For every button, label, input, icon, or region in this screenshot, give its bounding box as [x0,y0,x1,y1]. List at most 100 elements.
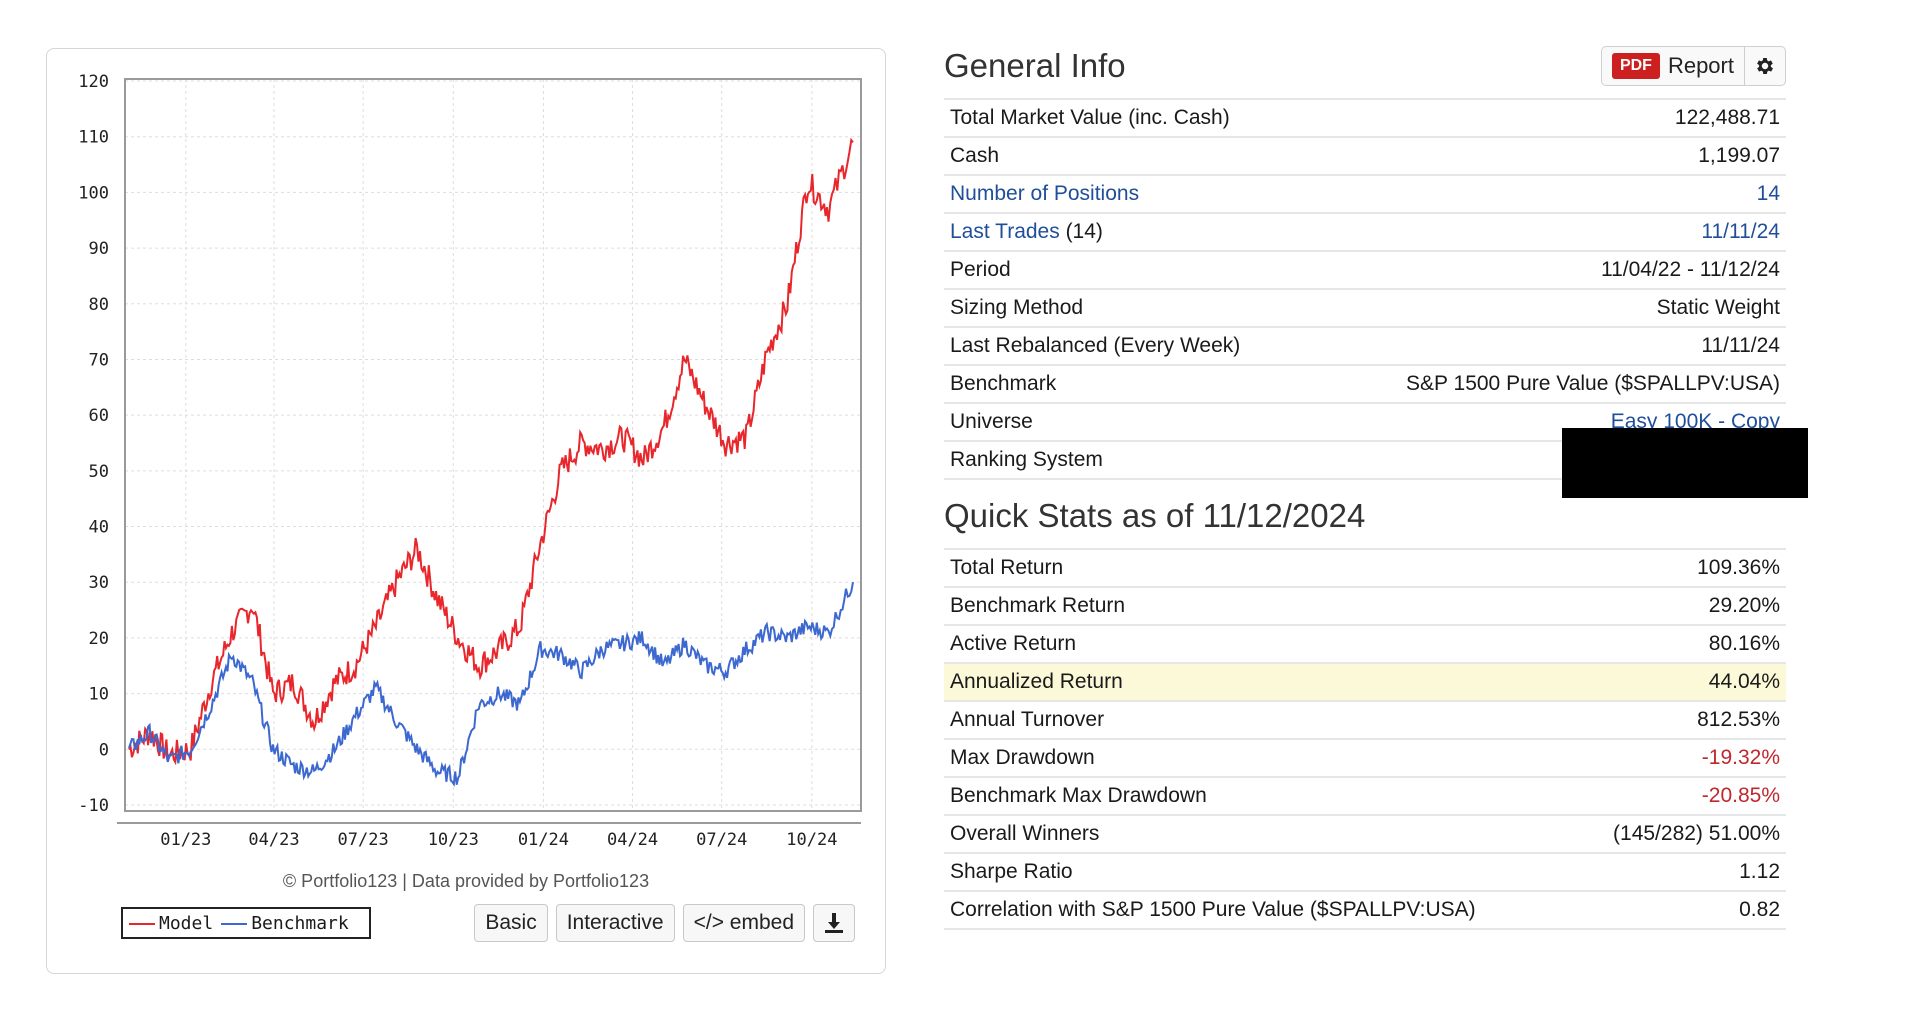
row-label: Sharpe Ratio [944,852,1576,891]
row-value: -20.85% [1575,776,1786,815]
y-tick-label: 10 [89,685,109,705]
table-row-highlighted: Annualized Return 44.04% [944,662,1786,701]
row-label: Last Rebalanced (Every Week) [944,326,1314,365]
row-value: Static Weight [1313,288,1786,327]
interactive-button[interactable]: Interactive [555,904,675,942]
quick-stats-title: Quick Stats as of 11/12/2024 [944,497,1366,534]
row-label: Ranking System [944,440,1314,480]
row-label: Active Return [944,624,1576,663]
legend-item-model[interactable]: Model [129,913,213,934]
embed-button[interactable]: </> embed [682,904,805,942]
y-tick-label: 70 [89,350,109,370]
table-row: Period 11/04/22 - 11/12/24 [944,250,1786,289]
table-row: Number of Positions 14 [944,174,1786,213]
chart-series [128,137,854,787]
info-panel: General Info PDF Report Total Market Val… [944,44,1786,930]
row-label: Total Market Value (inc. Cash) [944,98,1314,137]
x-tick-label: 01/24 [518,830,569,850]
number-of-positions-link[interactable]: Number of Positions [944,174,1314,213]
last-trades-date-link[interactable]: 11/11/24 [1313,212,1786,251]
settings-button[interactable] [1745,47,1785,85]
chart-legend: Model Benchmark [121,907,371,939]
table-row: Cash 1,199.07 [944,136,1786,175]
row-label: Total Return [944,548,1576,587]
basic-button[interactable]: Basic [474,904,548,942]
row-value: 44.04% [1575,662,1786,701]
row-label: Period [944,250,1314,289]
report-label: Report [1667,53,1734,78]
last-trades-link[interactable]: Last Trades [950,220,1060,243]
table-row: Overall Winners (145/282) 51.00% [944,814,1786,853]
x-tick-label: 07/24 [696,830,747,850]
performance-chart-card: 120 110 100 90 80 70 60 50 40 30 20 10 0 -10 01/23 04/2… [46,48,886,974]
quick-stats-table: Total Return 109.36% Benchmark Return 29.2… [944,548,1786,930]
row-label: Universe [944,402,1314,441]
y-tick-label: -10 [78,796,109,816]
table-row: Benchmark Max Drawdown -20.85% [944,776,1786,815]
y-tick-label: 20 [89,629,109,649]
table-row: Sharpe Ratio 1.12 [944,852,1786,891]
table-row: Last Trades (14) 11/11/24 [944,212,1786,251]
row-label: Benchmark Max Drawdown [944,776,1576,815]
y-tick-label: 90 [89,239,109,259]
table-row: Total Market Value (inc. Cash) 122,488.7… [944,98,1786,137]
table-row: Annual Turnover 812.53% [944,700,1786,739]
row-value: 122,488.71 [1313,98,1786,137]
y-tick-label: 50 [89,462,109,482]
row-value: 11/04/22 - 11/12/24 [1313,250,1786,289]
y-tick-label: 40 [89,518,109,538]
y-tick-label: 110 [78,128,109,148]
chart-grid [125,79,861,811]
row-label: Annualized Return [944,662,1576,701]
model-swatch [129,922,155,925]
row-value: 1.12 [1575,852,1786,891]
table-row: Benchmark Return 29.20% [944,586,1786,625]
model-series-line [128,137,854,766]
redaction-box [1562,428,1808,498]
x-tick-label: 04/24 [607,830,658,850]
y-tick-label: 0 [99,740,109,760]
table-row: Correlation with S&P 1500 Pure Value ($S… [944,890,1786,930]
pdf-icon: PDF [1611,53,1660,79]
row-value: -19.32% [1575,738,1786,777]
x-tick-label: 10/24 [786,830,837,850]
x-tick-label: 10/23 [428,830,479,850]
gear-icon [1757,58,1773,74]
row-label: Cash [944,136,1314,175]
last-trades-count: (14) [1059,220,1103,243]
row-value: 812.53% [1575,700,1786,739]
y-tick-label: 30 [89,573,109,593]
legend-benchmark-label: Benchmark [251,912,349,934]
x-tick-label: 07/23 [338,830,389,850]
y-tick-label: 80 [89,295,109,315]
y-tick-label: 60 [89,406,109,426]
table-row: Sizing Method Static Weight [944,288,1786,327]
download-icon [825,913,843,933]
row-label: Last Trades (14) [944,212,1314,251]
legend-model-label: Model [159,912,214,934]
row-value: S&P 1500 Pure Value ($SPALLPV:USA) [1313,364,1786,403]
download-button[interactable] [813,904,855,942]
row-value: 109.36% [1575,548,1786,587]
row-label: Sizing Method [944,288,1314,327]
chart-toolbar: Basic Interactive </> embed [474,904,855,942]
row-label: Benchmark Return [944,586,1576,625]
row-label: Correlation with S&P 1500 Pure Value ($S… [944,890,1576,930]
pdf-report-button[interactable]: PDF Report [1602,47,1745,85]
row-value: 80.16% [1575,624,1786,663]
row-label: Overall Winners [944,814,1576,853]
row-value: 0.82 [1575,890,1786,930]
row-value: 11/11/24 [1313,326,1786,365]
benchmark-series-line [128,582,854,787]
general-info-title: General Info [944,47,1126,84]
row-label: Annual Turnover [944,700,1576,739]
positions-count-link[interactable]: 14 [1313,174,1786,213]
y-tick-label: 100 [78,183,109,203]
table-row: Benchmark S&P 1500 Pure Value ($SPALLPV:… [944,364,1786,403]
plot-frame [124,78,862,812]
row-value: (145/282) 51.00% [1575,814,1786,853]
legend-item-benchmark[interactable]: Benchmark [221,913,349,934]
table-row: Max Drawdown -19.32% [944,738,1786,777]
